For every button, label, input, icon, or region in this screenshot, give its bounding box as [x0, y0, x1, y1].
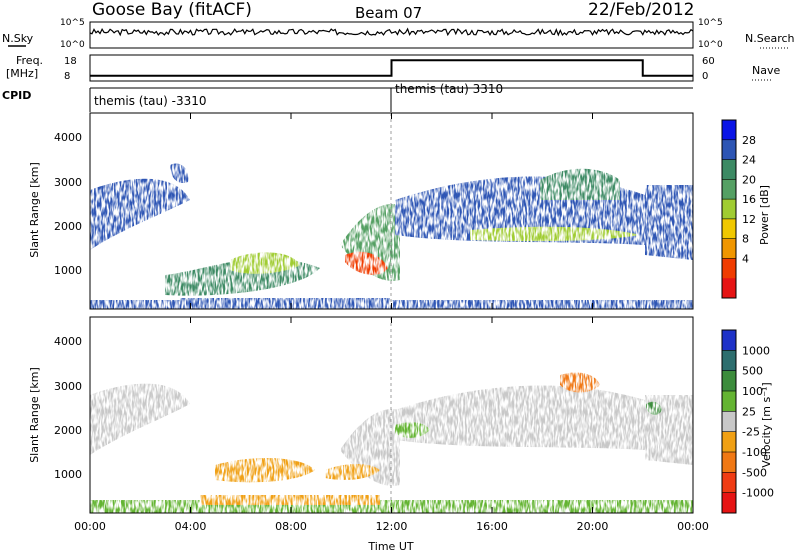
colorbar-swatch — [722, 411, 736, 433]
colorbar-swatch — [722, 238, 736, 259]
nave-label: Nave — [752, 64, 780, 77]
freq-strip: Freq. [MHz] 18 8 60 0 Nave — [6, 54, 780, 82]
power-colorbar-label: Power [dB] — [758, 185, 771, 245]
time-tick-label: 08:00 — [275, 520, 307, 533]
station-title: Goose Bay (fitACF) — [92, 0, 252, 20]
colorbar-tick: 25 — [742, 405, 756, 418]
frequency-series — [90, 59, 693, 77]
velocity-echoes — [90, 372, 693, 513]
power-ytick-2000: 2000 — [54, 220, 82, 233]
cpid-strip: CPID themis (tau) -3310 themis (tau) 331… — [2, 82, 693, 112]
colorbar-tick: -500 — [742, 466, 767, 479]
nsearch-tick-bottom: 10^0 — [698, 40, 723, 50]
time-tick-label: 00:00 — [74, 520, 106, 533]
colorbar-swatch — [722, 330, 736, 351]
time-tick-label: 04:00 — [175, 520, 207, 533]
colorbar-tick: 100 — [742, 385, 763, 398]
colorbar-tick: 20 — [742, 173, 756, 186]
nsky-series — [89, 27, 694, 37]
colorbar-swatch — [722, 350, 736, 372]
nave-tick-top: 60 — [702, 56, 715, 67]
freq-tick-bottom: 8 — [64, 71, 70, 82]
colorbar-swatch — [722, 492, 736, 514]
colorbar-swatch — [722, 258, 736, 279]
colorbar-swatch — [722, 391, 736, 412]
colorbar-tick: 500 — [742, 365, 763, 378]
nsearch-tick-top: 10^5 — [698, 18, 723, 28]
velocity-ytick-2000: 2000 — [54, 424, 82, 437]
freq-unit: [MHz] — [6, 67, 38, 80]
power-ylabel: Slant Range [km] — [28, 162, 41, 258]
time-tick-label: 00:00 — [677, 520, 709, 533]
velocity-colorbar: 1000 500 100 25 -25 -100 -500 -1000 — [721, 329, 774, 514]
power-ytick-3000: 3000 — [54, 176, 82, 189]
date-label: 22/Feb/2012 — [588, 0, 694, 20]
nsky-tick-top: 10^5 — [60, 18, 85, 28]
colorbar-tick: -100 — [742, 446, 767, 459]
colorbar-swatch — [722, 218, 736, 240]
power-ytick-4000: 4000 — [54, 131, 82, 144]
velocity-ytick-1000: 1000 — [54, 468, 82, 481]
colorbar-swatch — [722, 120, 736, 141]
time-tick-label: 20:00 — [577, 520, 609, 533]
colorbar-tick: 24 — [742, 154, 756, 167]
colorbar-swatch — [722, 278, 736, 299]
velocity-ytick-4000: 4000 — [54, 335, 82, 348]
power-panel: 4000 3000 2000 1000 Slant Range [km] — [28, 112, 694, 310]
colorbar-swatch — [722, 431, 736, 453]
velocity-ylabel: Slant Range [km] — [28, 367, 41, 463]
nsky-tick-bottom: 10^0 — [60, 40, 85, 50]
colorbar-swatch — [722, 179, 736, 200]
freq-tick-top: 18 — [64, 56, 77, 67]
freq-label: Freq. — [16, 54, 43, 67]
power-colorbar: 28 24 20 16 12 8 4 — [721, 119, 756, 299]
colorbar-swatch — [722, 370, 736, 392]
time-axis: 00:00 04:00 08:00 12:00 16:00 20:00 00:00 — [74, 113, 709, 533]
nsearch-label: N.Search — [745, 32, 795, 45]
beam-label: Beam 07 — [355, 4, 422, 22]
power-echoes — [90, 163, 693, 309]
colorbar-swatch — [722, 452, 736, 473]
colorbar-tick: 16 — [742, 193, 756, 206]
time-tick-label: 16:00 — [476, 520, 508, 533]
nsky-strip: N.Sky 10^5 10^0 10^5 10^0 N.Search — [2, 18, 795, 50]
cpid-segment-2: themis (tau) 3310 — [395, 82, 503, 96]
colorbar-swatch — [722, 472, 736, 494]
colorbar-tick: 4 — [742, 252, 749, 265]
colorbar-tick: 12 — [742, 213, 756, 226]
colorbar-tick: 1000 — [742, 344, 770, 357]
nave-tick-bottom: 0 — [702, 71, 708, 82]
velocity-ytick-3000: 3000 — [54, 380, 82, 393]
cpid-label: CPID — [2, 89, 31, 102]
time-tick-label: 12:00 — [376, 520, 408, 533]
power-ytick-1000: 1000 — [54, 264, 82, 277]
nsky-label: N.Sky — [2, 32, 34, 45]
colorbar-swatch — [722, 159, 736, 180]
cpid-segment-1: themis (tau) -3310 — [94, 94, 207, 108]
velocity-colorbar-label: Velocity [m s⁻¹] — [760, 382, 773, 467]
colorbar-tick: -25 — [742, 426, 760, 439]
colorbar-swatch — [722, 139, 736, 161]
velocity-panel: 4000 3000 2000 1000 Slant Range [km] — [28, 316, 694, 514]
colorbar-tick: 28 — [742, 134, 756, 147]
colorbar-tick: -1000 — [742, 487, 774, 500]
colorbar-tick: 8 — [742, 233, 749, 246]
time-axis-label: Time UT — [367, 540, 413, 553]
colorbar-swatch — [722, 199, 736, 220]
